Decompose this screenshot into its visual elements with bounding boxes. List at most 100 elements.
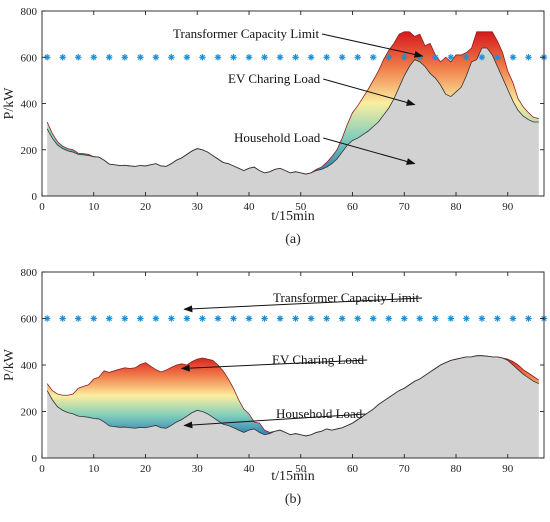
x-tick-label: 80 bbox=[451, 201, 463, 213]
capacity-limit-point bbox=[525, 54, 532, 61]
panel-label: (b) bbox=[285, 492, 302, 507]
x-tick-label: 40 bbox=[244, 201, 256, 213]
capacity-limit-point bbox=[59, 54, 66, 61]
x-axis-label: t/15min bbox=[271, 209, 315, 224]
capacity-limit-point bbox=[509, 54, 517, 61]
x-tick-label: 10 bbox=[88, 463, 100, 475]
capacity-limit-point bbox=[261, 315, 268, 322]
x-tick-label: 90 bbox=[502, 201, 514, 213]
x-tick-label: 0 bbox=[39, 463, 45, 475]
capacity-limit-point bbox=[292, 54, 299, 61]
capacity-limit-point bbox=[106, 54, 113, 61]
y-tick-label: 600 bbox=[21, 314, 38, 326]
capacity-limit-point bbox=[447, 54, 455, 61]
capacity-limit-point bbox=[354, 315, 361, 322]
capacity-limit-point bbox=[90, 315, 97, 322]
capacity-limit-point bbox=[106, 315, 113, 322]
capacity-limit-point bbox=[75, 315, 82, 322]
x-tick-label: 90 bbox=[502, 463, 514, 475]
capacity-limit-point bbox=[183, 54, 191, 61]
capacity-limit-point bbox=[370, 54, 377, 61]
ev-charging-load-area-a bbox=[47, 31, 539, 175]
annotation-arrow bbox=[183, 297, 423, 313]
capacity-limit-point bbox=[168, 315, 175, 322]
x-tick-label: 40 bbox=[244, 463, 256, 475]
capacity-limit-point bbox=[478, 315, 486, 322]
x-tick-label: 30 bbox=[192, 463, 204, 475]
capacity-limit-point bbox=[338, 315, 346, 322]
capacity-limit-point bbox=[214, 315, 222, 322]
capacity-limit-point bbox=[152, 54, 160, 61]
annotation-label: Household Load bbox=[234, 130, 321, 145]
annotation-arrow bbox=[323, 137, 416, 165]
capacity-limit-point bbox=[152, 315, 160, 322]
capacity-limit-point bbox=[90, 54, 97, 61]
y-tick-label: 600 bbox=[21, 52, 38, 64]
x-axis-label: t/15min bbox=[271, 469, 315, 484]
x-tick-label: 50 bbox=[295, 201, 307, 213]
capacity-limit-point bbox=[463, 54, 470, 61]
capacity-limit-point bbox=[168, 54, 175, 61]
capacity-limit-point bbox=[416, 315, 423, 322]
annotation-arrow bbox=[183, 413, 366, 429]
y-tick-label: 400 bbox=[21, 360, 38, 372]
annotation-arrow bbox=[180, 359, 368, 372]
y-tick-label: 0 bbox=[32, 453, 38, 465]
annotation-arrow bbox=[322, 33, 424, 58]
panel-b: 0 10 20 30 40 50 60 70 80 90 0 200 400 600 800 t/15min P… bbox=[2, 267, 548, 507]
capacity-limit-point bbox=[323, 54, 330, 61]
capacity-limit-point bbox=[494, 315, 501, 322]
annotation-label: Transformer Capacity Limit bbox=[273, 290, 419, 305]
panel-a: 0 10 20 30 40 50 60 70 80 90 0 200 400 600 800 t/15min P… bbox=[2, 6, 548, 247]
capacity-limit-point bbox=[230, 54, 237, 61]
panel-label: (a) bbox=[285, 232, 301, 247]
capacity-limit-point bbox=[401, 315, 408, 322]
capacity-limit-point bbox=[354, 54, 361, 61]
annotation-label: EV Charing Load bbox=[272, 352, 365, 367]
capacity-limit-point bbox=[509, 315, 517, 322]
x-tick-label: 70 bbox=[399, 201, 411, 213]
capacity-limit-point bbox=[463, 315, 470, 322]
ev-charging-load-area-b bbox=[47, 355, 539, 436]
capacity-limit-point bbox=[276, 54, 284, 61]
y-tick-label: 800 bbox=[21, 6, 38, 18]
capacity-limit-point bbox=[183, 315, 191, 322]
x-tick-label: 20 bbox=[140, 201, 152, 213]
capacity-limit-point bbox=[199, 315, 206, 322]
household-load-area-a bbox=[47, 48, 539, 196]
x-tick-label: 70 bbox=[399, 463, 411, 475]
capacity-limit-point bbox=[370, 315, 377, 322]
x-tick-label: 30 bbox=[192, 201, 204, 213]
annotation-label: Transformer Capacity Limit bbox=[173, 26, 319, 41]
capacity-limit-point bbox=[478, 54, 486, 61]
capacity-limit-point bbox=[432, 54, 439, 61]
x-tick-label: 80 bbox=[451, 463, 463, 475]
y-tick-label: 400 bbox=[21, 99, 38, 111]
household-load-line-a bbox=[46, 47, 539, 175]
capacity-limit-point bbox=[494, 54, 501, 61]
capacity-limit-point bbox=[75, 54, 82, 61]
capacity-limit-point bbox=[432, 315, 439, 322]
capacity-limit-point bbox=[385, 315, 392, 322]
capacity-limit-point bbox=[307, 315, 315, 322]
x-tick-label: 20 bbox=[140, 463, 152, 475]
capacity-limit-point bbox=[401, 54, 408, 61]
y-tick-label: 800 bbox=[21, 267, 38, 279]
x-tick-label: 60 bbox=[347, 463, 359, 475]
capacity-limit-point bbox=[214, 54, 222, 61]
capacity-limit-point bbox=[525, 315, 532, 322]
x-tick-label: 50 bbox=[295, 463, 307, 475]
capacity-limit-point bbox=[385, 54, 392, 61]
y-axis-label: P/kW bbox=[2, 87, 17, 120]
capacity-limit-point bbox=[137, 315, 144, 322]
capacity-limit-point bbox=[137, 54, 144, 61]
capacity-limit-point bbox=[59, 315, 66, 322]
capacity-limit-point bbox=[245, 54, 253, 61]
x-tick-label: 0 bbox=[39, 201, 45, 213]
household-load-line-b bbox=[46, 355, 539, 437]
y-axis-label: P/kW bbox=[2, 348, 17, 381]
annotation-arrow bbox=[323, 78, 416, 106]
x-tick-label: 10 bbox=[88, 201, 100, 213]
y-tick-label: 200 bbox=[21, 407, 38, 419]
